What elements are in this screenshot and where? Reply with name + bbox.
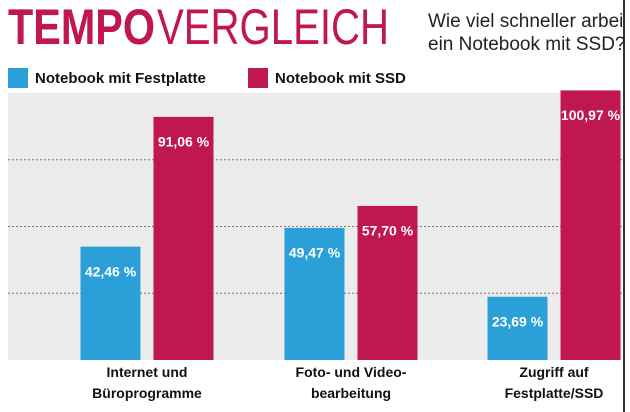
x-tick-label: Zugriff auf Festplatte/SSD bbox=[504, 364, 604, 401]
value-label: 91,06 % bbox=[158, 134, 210, 150]
title-light: VERGLEICH bbox=[157, 0, 389, 55]
bar bbox=[80, 246, 141, 360]
legend-label: Notebook mit SSD bbox=[275, 70, 406, 87]
subtitle: ein Notebook mit SSD? bbox=[428, 34, 626, 55]
bar bbox=[284, 227, 345, 360]
value-label: 23,69 % bbox=[492, 313, 544, 329]
title-bold: TEMPO bbox=[8, 0, 155, 55]
x-tick-label: Foto- und Video- bearbeitung bbox=[295, 364, 407, 401]
value-label: 100,97 % bbox=[561, 107, 621, 123]
x-tick-label: Internet und Büroprogramme bbox=[92, 364, 202, 401]
value-label: 49,47 % bbox=[289, 245, 341, 261]
value-label: 42,46 % bbox=[85, 263, 137, 279]
legend-swatch bbox=[8, 68, 28, 88]
bar bbox=[153, 116, 214, 360]
bar bbox=[357, 205, 418, 360]
legend-label: Notebook mit Festplatte bbox=[35, 70, 206, 87]
value-label: 57,70 % bbox=[362, 223, 414, 239]
bar bbox=[487, 296, 548, 360]
bar bbox=[560, 90, 621, 361]
legend-swatch bbox=[248, 68, 268, 88]
subtitle: Wie viel schneller arbei bbox=[428, 11, 623, 32]
